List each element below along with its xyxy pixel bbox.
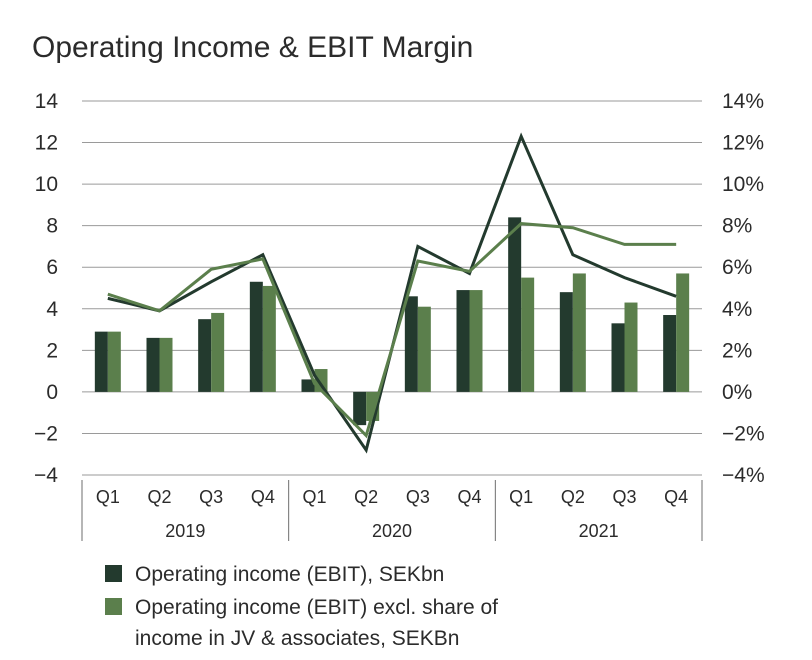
bar: [301, 379, 315, 392]
x-tick-label: Q2: [561, 487, 585, 507]
bar: [107, 331, 121, 392]
x-tick-label: Q4: [664, 487, 688, 507]
bar: [572, 273, 586, 392]
bar: [611, 323, 625, 392]
x-tick-label: Q3: [199, 487, 223, 507]
bar: [94, 331, 108, 392]
y-tick-label-left: 4: [46, 298, 58, 321]
y-tick-label-left: −4: [34, 464, 58, 487]
bar: [521, 277, 535, 392]
bar: [249, 281, 263, 392]
series-line: [107, 132, 677, 454]
bar: [456, 290, 470, 392]
legend-label: Operating income (EBIT), SEKbn: [135, 563, 444, 586]
bar: [417, 306, 431, 392]
bar: [559, 292, 573, 392]
x-tick-label: Q4: [251, 487, 275, 507]
y-tick-label-left: 0: [46, 381, 58, 404]
legend: Operating income (EBIT), SEKbn Operating …: [105, 563, 498, 650]
y-tick-label-right: 2%: [722, 339, 752, 362]
bar: [146, 337, 160, 392]
y-tick-label-right: 0%: [722, 381, 752, 404]
bar: [198, 319, 212, 392]
y-tick-label-left: 10: [35, 173, 58, 196]
legend-swatch: [105, 565, 122, 582]
y-axis-right: 14% 12% 10% 8% 6% 4% 2% 0% −2% −4%: [722, 90, 765, 487]
chart-title: Operating Income & EBIT Margin: [32, 31, 473, 64]
y-tick-label-left: 6: [46, 256, 58, 279]
bar: [469, 290, 483, 392]
y-tick-label-right: −2%: [722, 422, 765, 445]
y-tick-label-left: 8: [46, 215, 58, 238]
series-line: [107, 222, 677, 439]
bar: [676, 273, 690, 392]
bar: [663, 315, 677, 392]
year-label: 2020: [372, 521, 412, 541]
lines: [107, 132, 677, 454]
x-tick-label: Q3: [406, 487, 430, 507]
y-tick-label-right: 14%: [722, 90, 764, 113]
x-tick-label: Q1: [302, 487, 326, 507]
y-tick-label-left: −2: [34, 422, 58, 445]
grid: [82, 100, 702, 476]
legend-label: Operating income (EBIT) excl. share of: [135, 596, 498, 619]
bar: [508, 217, 522, 392]
x-tick-label: Q1: [509, 487, 533, 507]
legend-swatch: [105, 598, 122, 615]
x-tick-label: Q2: [147, 487, 171, 507]
y-tick-label-right: −4%: [722, 464, 765, 487]
y-axis-left: 14 12 10 8 6 4 2 0 −2 −4: [34, 90, 58, 487]
y-tick-label-right: 6%: [722, 256, 752, 279]
bar: [159, 337, 173, 392]
x-tick-label: Q2: [354, 487, 378, 507]
bar: [624, 302, 638, 392]
bar: [353, 391, 367, 426]
y-tick-label-left: 14: [35, 90, 59, 113]
x-axis: Q1 Q2 Q3 Q4 Q1 Q2 Q3 Q4 Q1 Q2 Q3 Q4 2019 2020 2021: [81, 480, 703, 541]
x-tick-label: Q4: [457, 487, 481, 507]
y-tick-label-right: 4%: [722, 298, 752, 321]
bar: [404, 296, 418, 392]
year-label: 2021: [579, 521, 619, 541]
y-tick-label-right: 10%: [722, 173, 764, 196]
y-tick-label-right: 8%: [722, 215, 752, 238]
bar: [211, 312, 225, 392]
bar: [262, 285, 276, 392]
year-label: 2019: [165, 521, 205, 541]
y-tick-label-right: 12%: [722, 132, 764, 155]
bars: [94, 217, 690, 426]
x-tick-label: Q3: [612, 487, 636, 507]
y-tick-label-left: 12: [35, 132, 58, 155]
y-tick-label-left: 2: [46, 339, 58, 362]
legend-label: income in JV & associates, SEKBn: [135, 627, 460, 650]
x-tick-label: Q1: [96, 487, 120, 507]
